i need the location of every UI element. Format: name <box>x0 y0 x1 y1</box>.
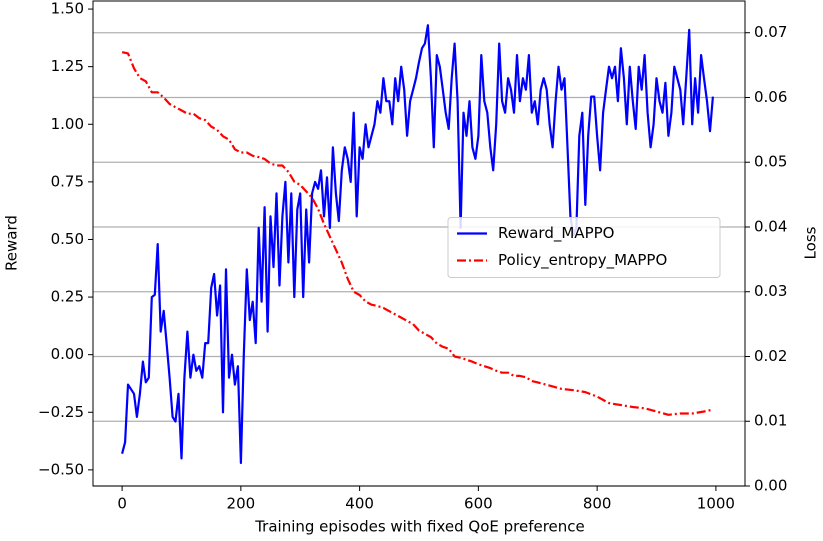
plot-frame <box>92 0 746 487</box>
y-tick-label: 1.00 <box>51 115 84 133</box>
x-tick-label: 400 <box>345 495 374 513</box>
y-tick-label: 0.00 <box>51 345 84 363</box>
y2-tick-label: 0.03 <box>754 282 787 300</box>
x-tick-label: 1000 <box>697 495 735 513</box>
y2-tick-label: 0.07 <box>754 23 787 41</box>
y-tick-label: −0.50 <box>38 460 84 478</box>
x-tick-label: 0 <box>117 495 127 513</box>
y2-tick-label: 0.02 <box>754 347 787 365</box>
y-tick-label: 1.25 <box>51 57 84 75</box>
y-axis-label: Reward <box>3 215 21 271</box>
x-axis-label: Training episodes with fixed QoE prefere… <box>254 518 585 536</box>
y2-tick-label: 0.06 <box>754 88 787 106</box>
y2-tick-label: 0.05 <box>754 153 787 171</box>
x-tick-label: 200 <box>227 495 256 513</box>
y-tick-label: −0.25 <box>38 403 84 421</box>
y-tick-label: 0.50 <box>51 230 84 248</box>
y-tick-label: 1.50 <box>51 0 84 18</box>
y2-axis-label: Loss <box>802 226 820 259</box>
y2-tick-label: 0.01 <box>754 412 787 430</box>
y2-tick-label: 0.00 <box>754 477 787 495</box>
legend-label: Reward_MAPPO <box>498 224 614 243</box>
line-series <box>121 51 714 416</box>
y2-tick-label: 0.04 <box>754 217 787 235</box>
line-series <box>121 24 714 465</box>
y-tick-label: 0.25 <box>51 288 84 306</box>
legend-label: Policy_entropy_MAPPO <box>498 251 667 270</box>
y-tick-label: 0.75 <box>51 172 84 190</box>
x-tick-label: 600 <box>464 495 493 513</box>
legend-box <box>447 217 721 278</box>
x-tick-label: 800 <box>583 495 612 513</box>
